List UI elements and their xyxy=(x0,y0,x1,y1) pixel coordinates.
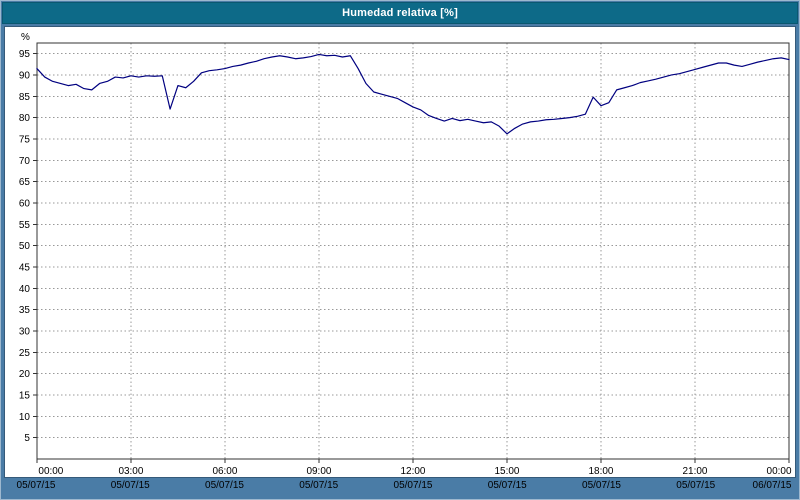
date-label: 05/07/15 xyxy=(582,480,621,491)
y-tick-label: 30 xyxy=(19,327,31,338)
y-axis-unit-label: % xyxy=(21,32,30,43)
y-tick-label: 60 xyxy=(19,198,31,209)
y-tick-label: 40 xyxy=(19,284,31,295)
y-tick-label: 80 xyxy=(19,113,31,124)
date-label: 05/07/15 xyxy=(676,480,716,491)
date-label: 05/07/15 xyxy=(487,480,527,491)
x-tick-time-label: 00:00 xyxy=(767,466,792,477)
y-tick-label: 25 xyxy=(19,348,31,359)
x-tick-time-label: 15:00 xyxy=(495,466,520,477)
date-label: 05/07/15 xyxy=(205,480,244,491)
date-label: 05/07/15 xyxy=(393,480,433,491)
y-tick-label: 5 xyxy=(24,433,30,444)
y-tick-label: 55 xyxy=(19,220,31,231)
y-tick-label: 10 xyxy=(19,412,31,423)
chart-title: Humedad relativa [%] xyxy=(342,7,458,19)
y-tick-label: 95 xyxy=(19,49,31,60)
humidity-line-chart: 5 10 15 20 25 30 35 40 45 50 55 60 65 70 75 80 85 90 95 00:… xyxy=(19,32,792,477)
date-label: 05/07/15 xyxy=(16,480,56,491)
x-tick-time-label: 12:00 xyxy=(400,466,425,477)
y-tick-label: 45 xyxy=(19,263,31,274)
y-tick-label: 15 xyxy=(19,391,31,402)
x-tick-time-label: 03:00 xyxy=(118,466,143,477)
y-tick-label: 90 xyxy=(19,70,31,81)
y-tick-label: 85 xyxy=(19,92,31,103)
y-tick-label: 50 xyxy=(19,241,31,252)
y-tick-label: 70 xyxy=(19,156,31,167)
date-axis: 05/07/15 05/07/15 05/07/15 05/07/15 05/07/15… xyxy=(0,480,800,498)
x-tick-time-label: 09:00 xyxy=(306,466,331,477)
humidity-series-line xyxy=(36,53,790,135)
x-tick-time-label: 21:00 xyxy=(683,466,708,477)
y-tick-label: 65 xyxy=(19,177,31,188)
x-tick-time-label: 18:00 xyxy=(589,466,614,477)
y-tick-label: 20 xyxy=(19,369,31,380)
y-tick-label: 35 xyxy=(19,305,31,316)
plot-frame xyxy=(36,42,790,460)
chart-panel: 5 10 15 20 25 30 35 40 45 50 55 60 65 70 75 80 85 90 95 00:… xyxy=(4,26,796,478)
x-tick-time-label: 00:00 xyxy=(38,466,63,477)
chart-title-bar: Humedad relativa [%] xyxy=(2,2,798,24)
date-label: 05/07/15 xyxy=(110,480,150,491)
date-label: 05/07/15 xyxy=(299,480,339,491)
y-tick-label: 75 xyxy=(19,134,31,145)
date-label: 06/07/15 xyxy=(752,480,792,491)
x-tick-time-label: 06:00 xyxy=(212,466,237,477)
